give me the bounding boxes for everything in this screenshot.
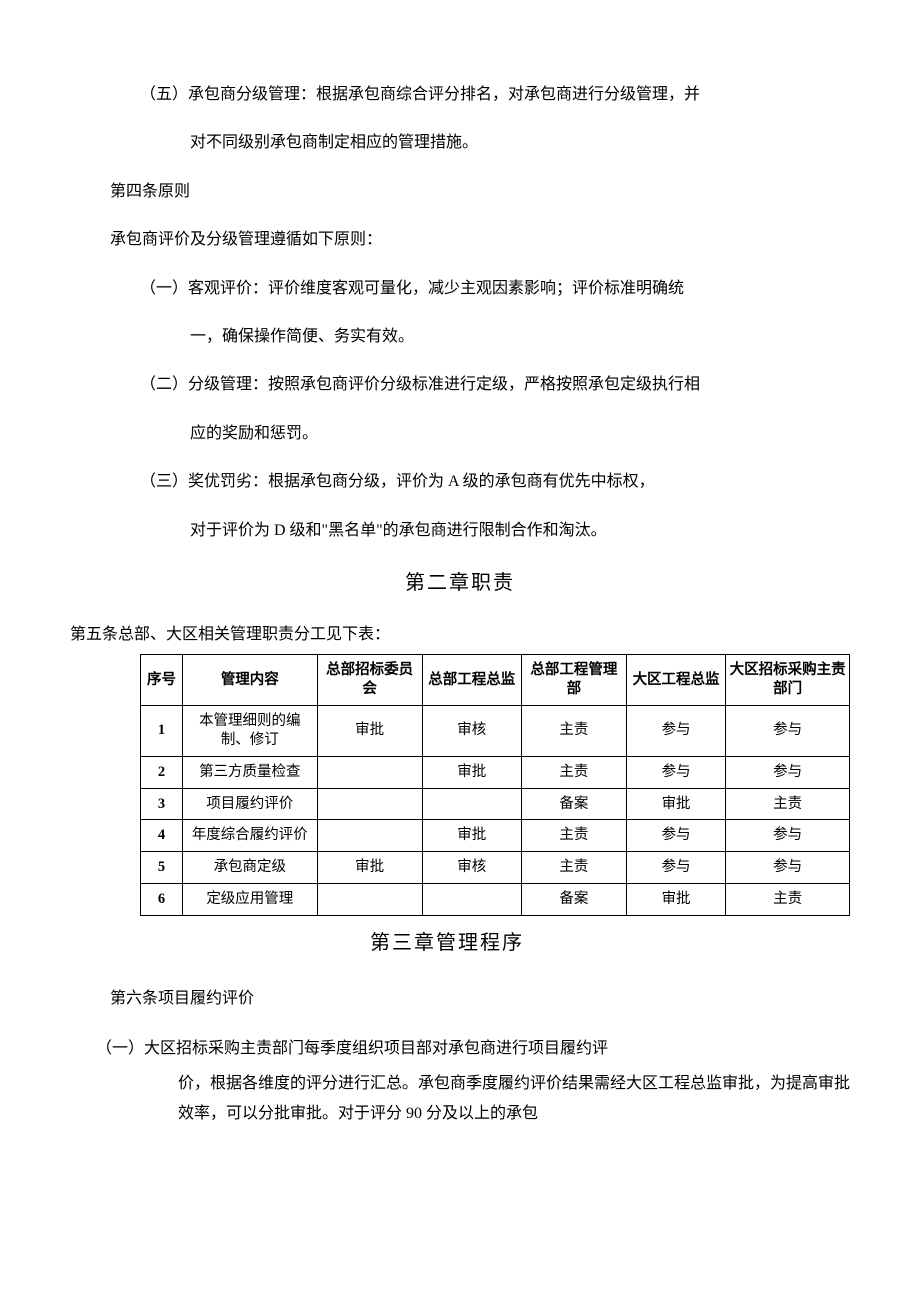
- principle-1-cont: 一，确保操作简便、务实有效。: [70, 322, 850, 352]
- th-dept2: 总部工程总监: [422, 655, 521, 706]
- th-dept5: 大区招标采购主责部门: [726, 655, 850, 706]
- cell: 参与: [626, 852, 725, 884]
- cell-seq: 6: [141, 884, 183, 916]
- th-dept4: 大区工程总监: [626, 655, 725, 706]
- cell: [317, 756, 422, 788]
- table-row: 4 年度综合履约评价 审批 主责 参与 参与: [141, 820, 850, 852]
- cell: 审核: [422, 852, 521, 884]
- cell: 主责: [521, 820, 626, 852]
- table-row: 1 本管理细则的编制、修订 审批 审核 主责 参与 参与: [141, 705, 850, 756]
- principle-1: （一）客观评价：评价维度客观可量化，减少主观因素影响；评价标准明确统: [70, 274, 850, 304]
- responsibility-table: 序号 管理内容 总部招标委员会 总部工程总监 总部工程管理部 大区工程总监 大区…: [140, 654, 850, 916]
- th-content: 管理内容: [182, 655, 317, 706]
- cell: [317, 884, 422, 916]
- cell: 审批: [626, 788, 725, 820]
- principle-3-cont: 对于评价为 D 级和"黑名单"的承包商进行限制合作和淘汰。: [70, 516, 850, 546]
- th-seq: 序号: [141, 655, 183, 706]
- cell: 参与: [626, 705, 725, 756]
- th-dept3: 总部工程管理部: [521, 655, 626, 706]
- cell: 参与: [626, 820, 725, 852]
- cell: [317, 788, 422, 820]
- cell-content: 年度综合履约评价: [182, 820, 317, 852]
- cell: 审批: [626, 884, 725, 916]
- th-dept1: 总部招标委员会: [317, 655, 422, 706]
- article6-item1: （一）大区招标采购主责部门每季度组织项目部对承包商进行项目履约评: [70, 1034, 850, 1064]
- cell: 审批: [422, 820, 521, 852]
- cell: 参与: [726, 820, 850, 852]
- cell: 参与: [626, 756, 725, 788]
- cell: 主责: [521, 852, 626, 884]
- article4-intro: 承包商评价及分级管理遵循如下原则：: [70, 225, 850, 255]
- cell: 主责: [726, 788, 850, 820]
- cell: 主责: [521, 756, 626, 788]
- cell-seq: 3: [141, 788, 183, 820]
- cell-content: 第三方质量检查: [182, 756, 317, 788]
- cell-content: 项目履约评价: [182, 788, 317, 820]
- table-row: 2 第三方质量检查 审批 主责 参与 参与: [141, 756, 850, 788]
- para-item5-cont: 对不同级别承包商制定相应的管理措施。: [70, 128, 850, 158]
- cell: 参与: [726, 852, 850, 884]
- cell: [317, 820, 422, 852]
- article6-title: 第六条项目履约评价: [70, 984, 850, 1014]
- cell-content: 承包商定级: [182, 852, 317, 884]
- cell-seq: 5: [141, 852, 183, 884]
- table-header-row: 序号 管理内容 总部招标委员会 总部工程总监 总部工程管理部 大区工程总监 大区…: [141, 655, 850, 706]
- article6-item1-cont: 价，根据各维度的评分进行汇总。承包商季度履约评价结果需经大区工程总监审批，为提高…: [70, 1069, 850, 1130]
- cell: 备案: [521, 788, 626, 820]
- cell: [422, 788, 521, 820]
- para-item5: （五）承包商分级管理：根据承包商综合评分排名，对承包商进行分级管理，并: [70, 80, 850, 110]
- article4-title: 第四条原则: [70, 177, 850, 207]
- table-row: 6 定级应用管理 备案 审批 主责: [141, 884, 850, 916]
- table-row: 3 项目履约评价 备案 审批 主责: [141, 788, 850, 820]
- cell-seq: 1: [141, 705, 183, 756]
- cell: 审核: [422, 705, 521, 756]
- principle-3: （三）奖优罚劣：根据承包商分级，评价为 A 级的承包商有优先中标权，: [70, 467, 850, 497]
- cell: 主责: [521, 705, 626, 756]
- cell-seq: 4: [141, 820, 183, 852]
- cell-content: 定级应用管理: [182, 884, 317, 916]
- chapter2-title: 第二章职责: [70, 564, 850, 602]
- chapter3-title: 第三章管理程序: [290, 924, 850, 962]
- cell: 审批: [317, 852, 422, 884]
- cell: 主责: [726, 884, 850, 916]
- article5-intro: 第五条总部、大区相关管理职责分工见下表：: [70, 620, 850, 650]
- cell-content: 本管理细则的编制、修订: [182, 705, 317, 756]
- cell: [422, 884, 521, 916]
- cell: 审批: [422, 756, 521, 788]
- cell: 备案: [521, 884, 626, 916]
- principle-2-cont: 应的奖励和惩罚。: [70, 419, 850, 449]
- cell: 参与: [726, 705, 850, 756]
- principle-2: （二）分级管理：按照承包商评价分级标准进行定级，严格按照承包定级执行相: [70, 370, 850, 400]
- cell-seq: 2: [141, 756, 183, 788]
- cell: 审批: [317, 705, 422, 756]
- cell: 参与: [726, 756, 850, 788]
- table-row: 5 承包商定级 审批 审核 主责 参与 参与: [141, 852, 850, 884]
